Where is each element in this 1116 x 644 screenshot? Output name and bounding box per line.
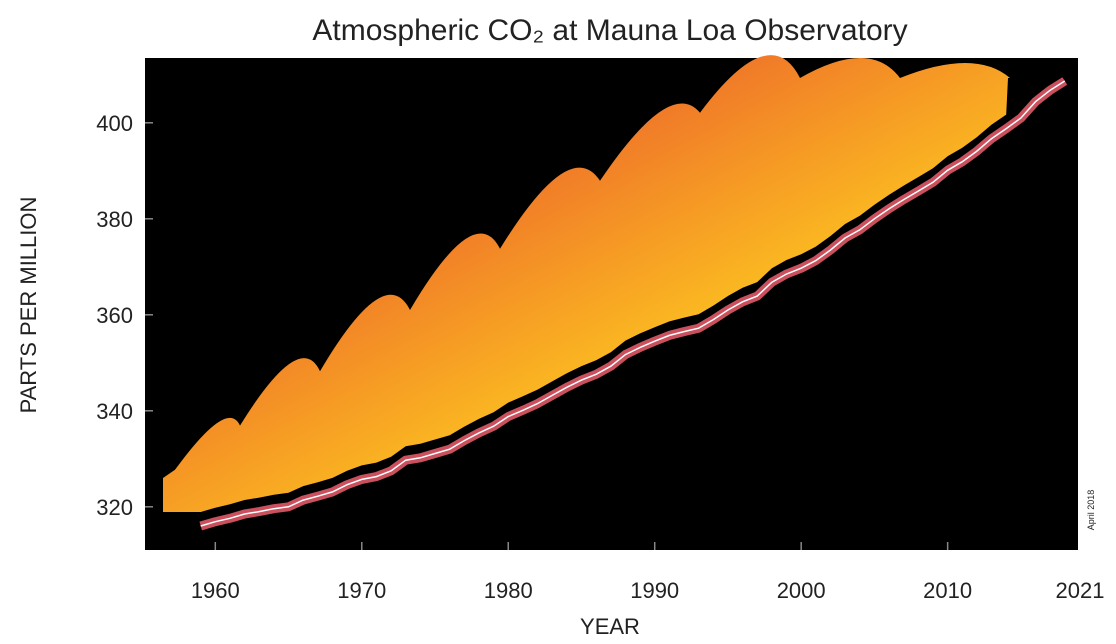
y-tick-label: 400 <box>96 111 133 136</box>
x-tick-label: 2010 <box>923 578 972 603</box>
chart: Atmospheric CO₂ at Mauna Loa Observatory… <box>0 0 1116 639</box>
x-tick-label: 1980 <box>484 578 533 603</box>
x-tick-label: 1990 <box>630 578 679 603</box>
y-axis-label: PARTS PER MILLION <box>16 197 41 414</box>
y-tick-label: 320 <box>96 495 133 520</box>
chart-title: Atmospheric CO₂ at Mauna Loa Observatory <box>312 14 907 47</box>
x-tick-label: 1970 <box>337 578 386 603</box>
y-tick-label: 380 <box>96 207 133 232</box>
annotation: April 2018 <box>1086 490 1096 531</box>
x-end-label: 2021 <box>1056 578 1105 603</box>
x-tick-label: 1960 <box>191 578 240 603</box>
y-tick-label: 340 <box>96 399 133 424</box>
x-tick-label: 2000 <box>777 578 826 603</box>
y-tick-label: 360 <box>96 303 133 328</box>
x-axis-label: YEAR <box>580 614 640 639</box>
